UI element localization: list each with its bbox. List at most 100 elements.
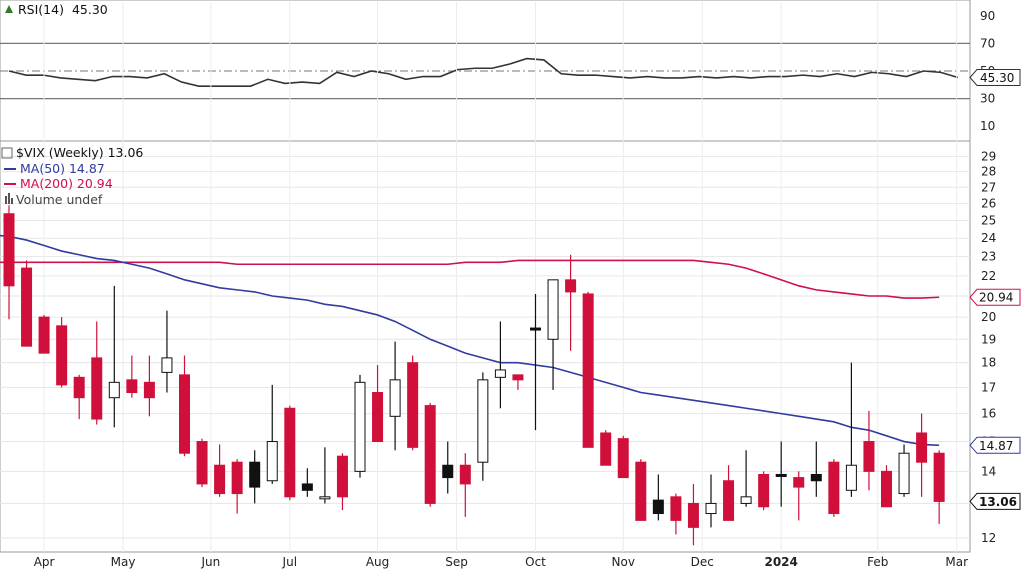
- ma200-line: [0, 259, 940, 299]
- candlestick: [775, 441, 787, 507]
- candle-body: [3, 213, 15, 287]
- candle-body: [863, 441, 875, 472]
- candlestick: [512, 374, 524, 390]
- rsi-legend-label: RSI(14) 45.30: [18, 2, 108, 17]
- candle-body: [565, 279, 577, 293]
- candle-body: [301, 483, 313, 491]
- candle-body: [389, 379, 401, 417]
- candle-body: [372, 392, 384, 443]
- candlestick: [652, 474, 664, 521]
- candle-body: [758, 473, 770, 508]
- x-axis-months: Apr May Jun Jul Aug Sep Oct Nov Dec 2024 Feb Mar: [34, 555, 968, 569]
- candle-body: [266, 441, 278, 482]
- candle-body: [214, 464, 226, 495]
- candle-body: [161, 357, 173, 373]
- candlestick: [354, 374, 366, 478]
- rsi-last-value-tag: 45.30: [969, 68, 1021, 86]
- price-tick-label: 28: [981, 165, 996, 179]
- candlestick: [898, 444, 910, 497]
- candle-body: [705, 502, 717, 515]
- rsi-tick-label: 70: [980, 36, 995, 50]
- candle-body: [828, 461, 840, 515]
- candlestick: [845, 362, 857, 497]
- candlestick: [635, 459, 647, 521]
- candlestick: [56, 317, 68, 388]
- candlestick: [214, 444, 226, 497]
- ma50-line: [0, 234, 940, 447]
- candlestick: [793, 471, 805, 521]
- rsi-grid: [0, 42, 970, 100]
- rsi-tag-box: [969, 68, 1021, 86]
- symbol-legend: $VIX (Weekly) 13.06: [16, 145, 143, 160]
- price-tick-label: 22: [981, 269, 996, 283]
- candlestick: [407, 355, 419, 451]
- price-tick-label: 20: [981, 310, 996, 324]
- month-label: Apr: [34, 555, 55, 569]
- candlestick: [372, 365, 384, 443]
- candle-body: [775, 473, 787, 477]
- candlestick: [179, 355, 190, 457]
- candlestick: [916, 413, 928, 497]
- candlestick: [459, 453, 471, 517]
- rsi-line: [8, 57, 959, 87]
- month-label: Dec: [691, 555, 714, 569]
- price-tick-label: 29: [981, 149, 996, 163]
- month-label: Mar: [945, 555, 968, 569]
- price-tick-label: 24: [981, 231, 996, 245]
- month-label: 2024: [764, 555, 797, 569]
- candlestick: [91, 321, 103, 425]
- candle-body: [91, 357, 103, 420]
- candlestick: [828, 459, 840, 517]
- candlestick: [319, 447, 331, 504]
- candlestick: [231, 459, 243, 514]
- candlestick: [687, 483, 699, 546]
- candle-body: [179, 374, 190, 454]
- candle-body: [56, 325, 68, 386]
- rsi-indicator-icon: [5, 5, 13, 13]
- candlestick: [723, 465, 735, 521]
- rsi-tick-label: 90: [980, 9, 995, 23]
- candle-body: [494, 369, 506, 378]
- volume-legend: Volume undef: [16, 192, 103, 207]
- candle-body: [231, 461, 243, 495]
- candle-body: [196, 441, 208, 485]
- candle-body: [459, 464, 471, 485]
- last-price-tag-text: 13.06: [979, 495, 1017, 509]
- rsi-y-axis: 1030507090: [980, 9, 995, 133]
- month-label: May: [111, 555, 136, 569]
- price-tick-label: 14: [981, 464, 996, 478]
- month-label: Sep: [445, 555, 468, 569]
- candlestick: [126, 355, 138, 398]
- candle-body: [635, 461, 647, 521]
- candlestick: [530, 293, 541, 431]
- candlestick: [582, 291, 594, 448]
- candlestick: [301, 468, 313, 497]
- price-tick-label: 16: [981, 407, 996, 421]
- candle-body: [126, 379, 138, 394]
- ma200-tag-text: 20.94: [979, 291, 1013, 305]
- candle-body: [898, 452, 910, 495]
- ma50-tag: 14.87: [969, 436, 1021, 454]
- price-legend: $VIX (Weekly) 13.06 MA(50) 14.87 MA(200)…: [1, 145, 143, 207]
- candle-body: [600, 432, 612, 466]
- candle-body: [547, 279, 559, 340]
- candle-body: [810, 473, 822, 482]
- candlestick: [21, 260, 33, 347]
- price-tick-label: 12: [981, 531, 996, 545]
- candle-body: [21, 267, 33, 347]
- candle-body: [740, 496, 752, 504]
- candlestick: [758, 471, 770, 511]
- price-tick-label: 17: [981, 380, 996, 394]
- candlestick: [196, 438, 208, 488]
- candlestick-series: [3, 205, 945, 546]
- candlestick: [881, 465, 892, 508]
- value-tags: 20.94 14.87 13.06: [969, 288, 1021, 510]
- candlestick: [810, 441, 822, 497]
- candle-body: [284, 407, 296, 498]
- candle-body: [336, 455, 348, 498]
- candle-body: [670, 496, 682, 521]
- candle-body: [407, 362, 419, 448]
- candle-body: [881, 470, 892, 508]
- candlestick: [73, 374, 85, 420]
- candlestick: [424, 402, 436, 507]
